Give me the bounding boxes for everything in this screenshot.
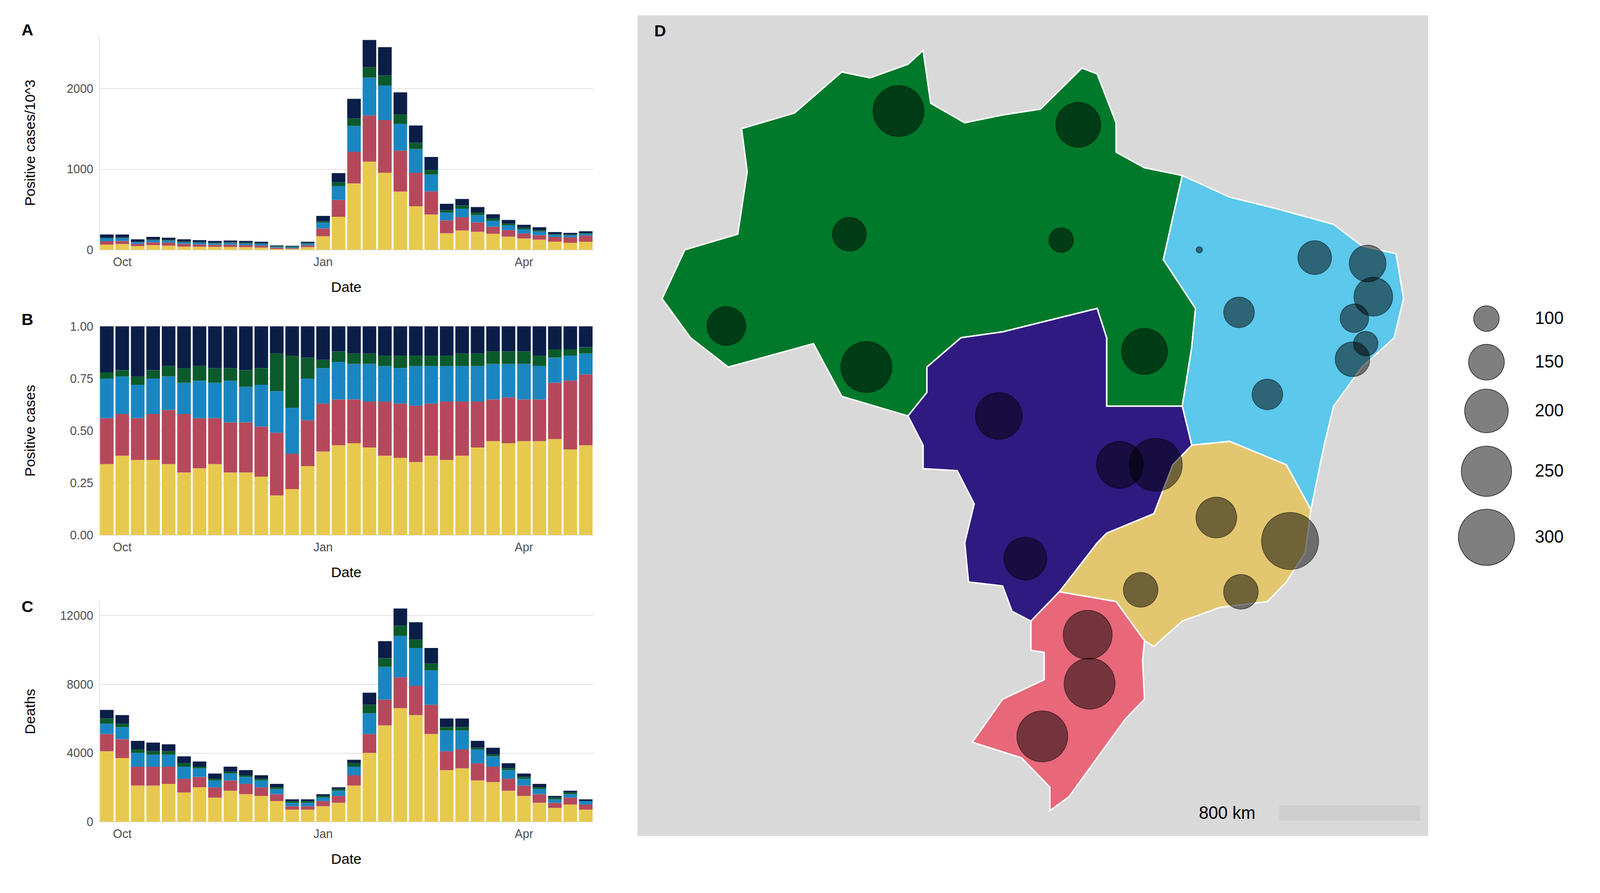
svg-text:Oct: Oct [112, 540, 132, 554]
svg-text:8000: 8000 [66, 677, 94, 692]
svg-text:Date: Date [331, 850, 362, 867]
svg-text:A: A [21, 20, 34, 39]
svg-text:Date: Date [331, 564, 362, 581]
svg-text:1000: 1000 [66, 162, 94, 176]
svg-text:800 km: 800 km [1198, 803, 1256, 823]
svg-text:Deaths: Deaths [22, 688, 38, 735]
svg-text:B: B [21, 310, 34, 329]
svg-text:2000: 2000 [66, 81, 94, 96]
svg-text:Oct: Oct [112, 255, 132, 269]
svg-text:D: D [654, 21, 667, 40]
svg-text:0: 0 [86, 815, 94, 829]
svg-text:Positive cases/10^3: Positive cases/10^3 [22, 79, 38, 206]
svg-text:0: 0 [86, 243, 94, 257]
svg-text:0.00: 0.00 [69, 528, 94, 542]
svg-text:Jan: Jan [313, 255, 333, 269]
svg-text:100: 100 [1534, 308, 1564, 328]
svg-text:0.25: 0.25 [69, 476, 94, 490]
svg-text:Jan: Jan [313, 827, 333, 841]
svg-text:Jan: Jan [313, 540, 333, 554]
svg-text:300: 300 [1534, 526, 1564, 547]
svg-text:12000: 12000 [59, 608, 94, 623]
svg-text:0.75: 0.75 [69, 371, 94, 386]
svg-text:250: 250 [1534, 460, 1564, 481]
svg-text:1.00: 1.00 [69, 319, 94, 334]
svg-text:0.50: 0.50 [69, 424, 94, 438]
svg-text:Apr: Apr [514, 255, 534, 269]
svg-text:Apr: Apr [514, 827, 534, 841]
svg-text:200: 200 [1534, 400, 1564, 421]
svg-text:C: C [21, 597, 34, 616]
svg-text:Oct: Oct [112, 827, 132, 841]
svg-text:Positive cases: Positive cases [22, 384, 38, 477]
svg-text:150: 150 [1534, 351, 1564, 372]
svg-text:4000: 4000 [66, 746, 94, 760]
svg-text:Apr: Apr [514, 540, 534, 554]
svg-text:Date: Date [331, 279, 362, 295]
